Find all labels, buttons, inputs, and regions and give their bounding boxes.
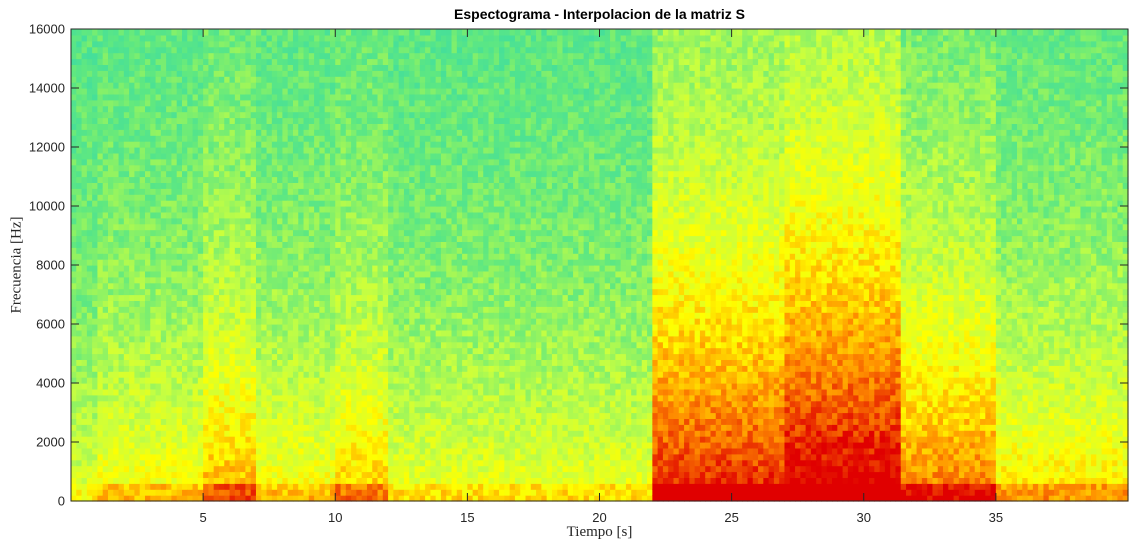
chart-title: Espectograma - Interpolacion de la matri… <box>454 6 745 22</box>
spectrogram-image <box>71 29 1129 502</box>
y-tick-label: 12000 <box>29 140 65 155</box>
y-tick-label: 10000 <box>29 199 65 214</box>
y-tick-label: 4000 <box>36 376 65 391</box>
y-tick-label: 6000 <box>36 317 65 332</box>
x-tick-label: 5 <box>200 510 207 525</box>
y-axis-label: Frecuencia [Hz] <box>8 216 25 314</box>
x-tick-label: 30 <box>857 510 871 525</box>
y-tick-label: 16000 <box>29 22 65 37</box>
x-tick-label: 10 <box>328 510 342 525</box>
x-tick-label: 25 <box>724 510 738 525</box>
x-tick-label: 20 <box>592 510 606 525</box>
y-tick-label: 14000 <box>29 81 65 96</box>
x-axis-label: Tiempo [s] <box>566 524 633 540</box>
y-tick-label: 2000 <box>36 435 65 450</box>
x-tick-label: 15 <box>460 510 474 525</box>
x-tick-label: 35 <box>989 510 1003 525</box>
y-tick-label: 8000 <box>36 258 65 273</box>
y-tick-label: 0 <box>58 494 65 509</box>
